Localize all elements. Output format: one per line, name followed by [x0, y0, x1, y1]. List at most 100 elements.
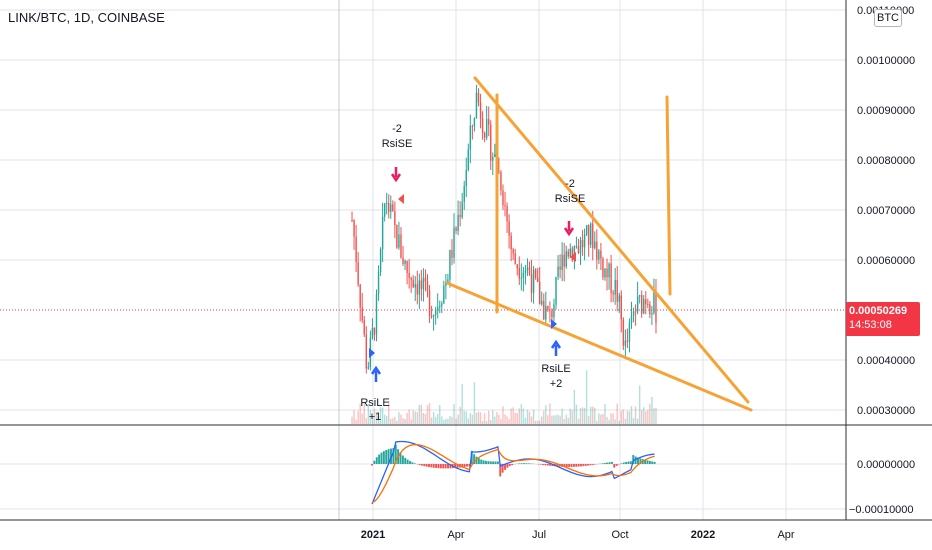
annotation-label: -2 — [565, 178, 575, 190]
candle-body — [592, 223, 594, 249]
volume-bar — [536, 420, 539, 424]
macd-histogram-bar — [603, 463, 606, 464]
macd-histogram-bar — [430, 464, 433, 468]
volume-bar — [394, 416, 396, 424]
candle-body — [363, 320, 365, 335]
volume-bar — [594, 407, 596, 424]
volume-bar — [616, 403, 618, 424]
macd-histogram-bar — [449, 464, 452, 469]
macd-histogram-bar — [428, 464, 430, 468]
candle-body — [390, 204, 392, 212]
symbol-title[interactable]: LINK/BTC, 1D, COINBASE — [8, 10, 165, 25]
candle-body — [494, 154, 496, 157]
candle-body — [536, 277, 539, 282]
time-axis[interactable]: 2021 Apr Jul Oct 2022 Apr — [361, 529, 795, 541]
candle-body — [547, 305, 549, 311]
long-entry-marker-icon — [369, 348, 375, 358]
candle-body — [594, 241, 596, 249]
candle-body — [473, 118, 476, 127]
volume-bar — [508, 419, 510, 424]
macd-histogram-bar — [437, 464, 440, 469]
macd-histogram-bar — [629, 461, 632, 464]
volume-bar — [598, 413, 600, 424]
volume-bar — [645, 411, 647, 424]
macd-histogram-bar — [587, 464, 590, 466]
macd-histogram-bar — [577, 464, 580, 467]
candle-body — [361, 307, 363, 321]
volume-bar — [559, 415, 561, 424]
volume-bar — [643, 407, 645, 424]
candle-body — [481, 118, 484, 133]
candle-body — [589, 223, 592, 245]
volume-bar — [363, 403, 365, 424]
volume-bar — [465, 411, 467, 424]
macd-histogram-bar — [394, 444, 397, 464]
candle-body — [602, 258, 604, 278]
macd-histogram-bar — [525, 463, 528, 464]
macd-histogram-bar — [589, 464, 592, 466]
macd-histogram-bar — [610, 461, 613, 464]
macd-histogram-bar — [496, 461, 499, 464]
macd-histogram-bar — [482, 460, 485, 464]
volume-bar — [634, 406, 637, 424]
candle-body — [388, 202, 390, 212]
annotation-label: +1 — [369, 411, 382, 423]
candle-body — [624, 340, 627, 346]
volume-bar — [483, 413, 486, 424]
currency-badge[interactable]: BTC — [874, 9, 902, 27]
candle-body — [510, 235, 512, 250]
volume-bar — [418, 405, 421, 424]
candle-body — [640, 295, 643, 314]
macd-histogram-bar — [432, 464, 435, 468]
candle-body — [508, 221, 510, 236]
macd-histogram-bar — [572, 464, 575, 467]
candle-body — [475, 92, 478, 119]
volume-bar — [602, 413, 604, 424]
candle-body — [553, 304, 555, 318]
macd-histogram-bar — [565, 464, 568, 467]
macd-histogram-bar — [594, 464, 597, 465]
macd-histogram-bar — [539, 464, 542, 465]
volume-bar — [426, 405, 429, 424]
volume-bar — [375, 412, 378, 424]
volume-bar — [447, 418, 449, 424]
volume-bar — [404, 419, 406, 424]
volume-bar — [416, 412, 419, 424]
candle-body — [453, 227, 455, 258]
candle-body — [524, 270, 527, 273]
volume-bar — [459, 406, 461, 424]
volume-bar — [388, 401, 390, 424]
candle-body — [379, 249, 382, 273]
candle-body — [428, 290, 431, 316]
candle-body — [434, 309, 437, 315]
x-tick-label: 2021 — [361, 529, 385, 541]
macd-histogram-bar — [501, 464, 504, 473]
candle-body — [632, 311, 635, 316]
candle-body — [616, 279, 618, 302]
candle-body — [430, 315, 433, 317]
candle-body — [469, 125, 472, 150]
buy-arrow-icon — [370, 365, 382, 382]
macd-histogram-bar — [568, 464, 571, 467]
trend-line-lower — [445, 281, 753, 412]
macd-histogram-bar — [420, 464, 423, 466]
candle-body — [647, 304, 649, 306]
candle-body — [449, 250, 451, 280]
volume-bar — [485, 420, 488, 424]
candle-body — [522, 272, 525, 278]
volume-bar — [457, 414, 459, 424]
macd-histogram-bar — [546, 464, 549, 466]
price-axis[interactable]: 0.00110000 0.00100000 0.00090000 0.00080… — [849, 5, 915, 516]
trend-lines — [445, 76, 753, 412]
candle-body — [394, 211, 396, 226]
volume-bar — [373, 408, 376, 424]
macd-histogram-bar — [454, 464, 457, 469]
volume-bar — [555, 415, 557, 424]
volume-bar — [649, 403, 651, 424]
candle-body — [353, 220, 355, 237]
volume-bar — [647, 409, 649, 424]
candle-body — [359, 284, 361, 308]
candle-body — [451, 250, 453, 258]
volume-bar — [377, 416, 380, 424]
candle-body — [414, 284, 416, 288]
